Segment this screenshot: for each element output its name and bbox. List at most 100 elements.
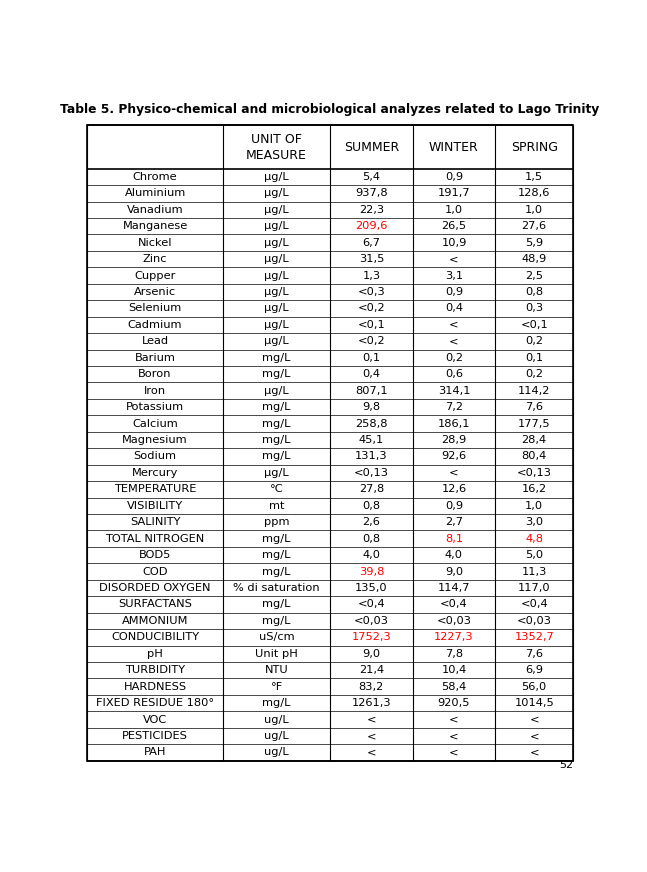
Text: Manganese: Manganese (122, 221, 188, 231)
Text: 7,2: 7,2 (445, 402, 463, 412)
Text: 4,0: 4,0 (362, 550, 380, 560)
Text: Vanadium: Vanadium (127, 205, 183, 215)
Text: 45,1: 45,1 (358, 435, 384, 445)
Text: Lead: Lead (142, 337, 169, 346)
Text: 0,1: 0,1 (362, 353, 380, 363)
Text: 11,3: 11,3 (521, 567, 547, 576)
Text: ug/L: ug/L (264, 731, 289, 741)
Text: mg/L: mg/L (263, 353, 291, 363)
Text: 0,2: 0,2 (525, 369, 543, 379)
Text: μg/L: μg/L (264, 337, 289, 346)
Text: 1261,3: 1261,3 (351, 698, 391, 708)
Text: 9,8: 9,8 (362, 402, 380, 412)
Text: CONDUCIBILITY: CONDUCIBILITY (111, 632, 199, 643)
Text: 31,5: 31,5 (358, 254, 384, 264)
Text: 0,8: 0,8 (525, 287, 543, 297)
Text: Boron: Boron (138, 369, 172, 379)
Text: Aluminium: Aluminium (124, 188, 186, 198)
Text: Barium: Barium (135, 353, 175, 363)
Text: 27,6: 27,6 (521, 221, 547, 231)
Text: mg/L: mg/L (263, 402, 291, 412)
Text: 937,8: 937,8 (355, 188, 388, 198)
Text: PAH: PAH (144, 747, 166, 758)
Text: 1752,3: 1752,3 (351, 632, 391, 643)
Text: <: < (449, 254, 459, 264)
Text: 0,1: 0,1 (525, 353, 543, 363)
Text: 117,0: 117,0 (518, 583, 551, 593)
Text: 1,0: 1,0 (525, 205, 543, 215)
Text: <0,1: <0,1 (520, 320, 548, 330)
Text: SURFACTANS: SURFACTANS (118, 599, 192, 610)
Text: <: < (449, 468, 459, 478)
Text: WINTER: WINTER (429, 140, 479, 153)
Text: <0,1: <0,1 (357, 320, 385, 330)
Text: 114,2: 114,2 (518, 385, 551, 396)
Text: mg/L: mg/L (263, 550, 291, 560)
Text: <0,03: <0,03 (437, 616, 472, 626)
Text: ug/L: ug/L (264, 747, 289, 758)
Text: Arsenic: Arsenic (134, 287, 176, 297)
Text: 0,9: 0,9 (445, 501, 463, 511)
Text: <0,4: <0,4 (358, 599, 385, 610)
Text: 258,8: 258,8 (355, 419, 388, 428)
Text: 135,0: 135,0 (355, 583, 388, 593)
Text: pH: pH (147, 649, 163, 658)
Text: mg/L: mg/L (263, 435, 291, 445)
Text: 9,0: 9,0 (362, 649, 380, 658)
Text: 0,2: 0,2 (525, 337, 543, 346)
Text: Sodium: Sodium (133, 452, 177, 461)
Text: ug/L: ug/L (264, 714, 289, 725)
Text: Chrome: Chrome (133, 172, 177, 182)
Text: 6,9: 6,9 (525, 665, 543, 675)
Text: 92,6: 92,6 (441, 452, 466, 461)
Text: 22,3: 22,3 (359, 205, 384, 215)
Text: Table 5. Physico-chemical and microbiological analyzes related to Lago Trinity: Table 5. Physico-chemical and microbiolo… (60, 103, 600, 116)
Text: DISORDED OXYGEN: DISORDED OXYGEN (100, 583, 211, 593)
Text: 16,2: 16,2 (521, 484, 547, 494)
Text: μg/L: μg/L (264, 468, 289, 478)
Text: 26,5: 26,5 (441, 221, 466, 231)
Text: SUMMER: SUMMER (344, 140, 399, 153)
Text: TURBIDITY: TURBIDITY (125, 665, 185, 675)
Text: 10,4: 10,4 (441, 665, 466, 675)
Text: μg/L: μg/L (264, 205, 289, 215)
Text: <0,13: <0,13 (354, 468, 389, 478)
Text: Nickel: Nickel (138, 238, 172, 248)
Text: 12,6: 12,6 (441, 484, 466, 494)
Text: μg/L: μg/L (264, 221, 289, 231)
Text: <: < (367, 747, 376, 758)
Text: <: < (449, 731, 459, 741)
Text: <: < (529, 714, 539, 725)
Text: 0,4: 0,4 (362, 369, 380, 379)
Text: UNIT OF
MEASURE: UNIT OF MEASURE (246, 133, 307, 161)
Text: mg/L: mg/L (263, 698, 291, 708)
Text: μg/L: μg/L (264, 172, 289, 182)
Text: <0,4: <0,4 (440, 599, 468, 610)
Text: <: < (449, 714, 459, 725)
Text: TEMPERATURE: TEMPERATURE (114, 484, 196, 494)
Text: 114,7: 114,7 (438, 583, 470, 593)
Text: μg/L: μg/L (264, 188, 289, 198)
Text: COD: COD (142, 567, 168, 576)
Text: FIXED RESIDUE 180°: FIXED RESIDUE 180° (96, 698, 214, 708)
Text: NTU: NTU (265, 665, 289, 675)
Text: 5,4: 5,4 (362, 172, 380, 182)
Text: μg/L: μg/L (264, 320, 289, 330)
Text: <0,03: <0,03 (516, 616, 552, 626)
Text: μg/L: μg/L (264, 287, 289, 297)
Text: °C: °C (270, 484, 283, 494)
Text: mg/L: mg/L (263, 419, 291, 428)
Text: Cupper: Cupper (135, 270, 176, 281)
Text: 0,6: 0,6 (445, 369, 463, 379)
Text: 0,8: 0,8 (362, 501, 380, 511)
Text: <0,2: <0,2 (358, 303, 385, 313)
Text: 0,4: 0,4 (445, 303, 463, 313)
Text: 0,2: 0,2 (445, 353, 463, 363)
Text: <0,03: <0,03 (354, 616, 389, 626)
Text: 1352,7: 1352,7 (514, 632, 554, 643)
Text: SPRING: SPRING (510, 140, 558, 153)
Text: 7,8: 7,8 (445, 649, 463, 658)
Text: 191,7: 191,7 (437, 188, 470, 198)
Text: 9,0: 9,0 (445, 567, 463, 576)
Text: 52: 52 (559, 760, 573, 770)
